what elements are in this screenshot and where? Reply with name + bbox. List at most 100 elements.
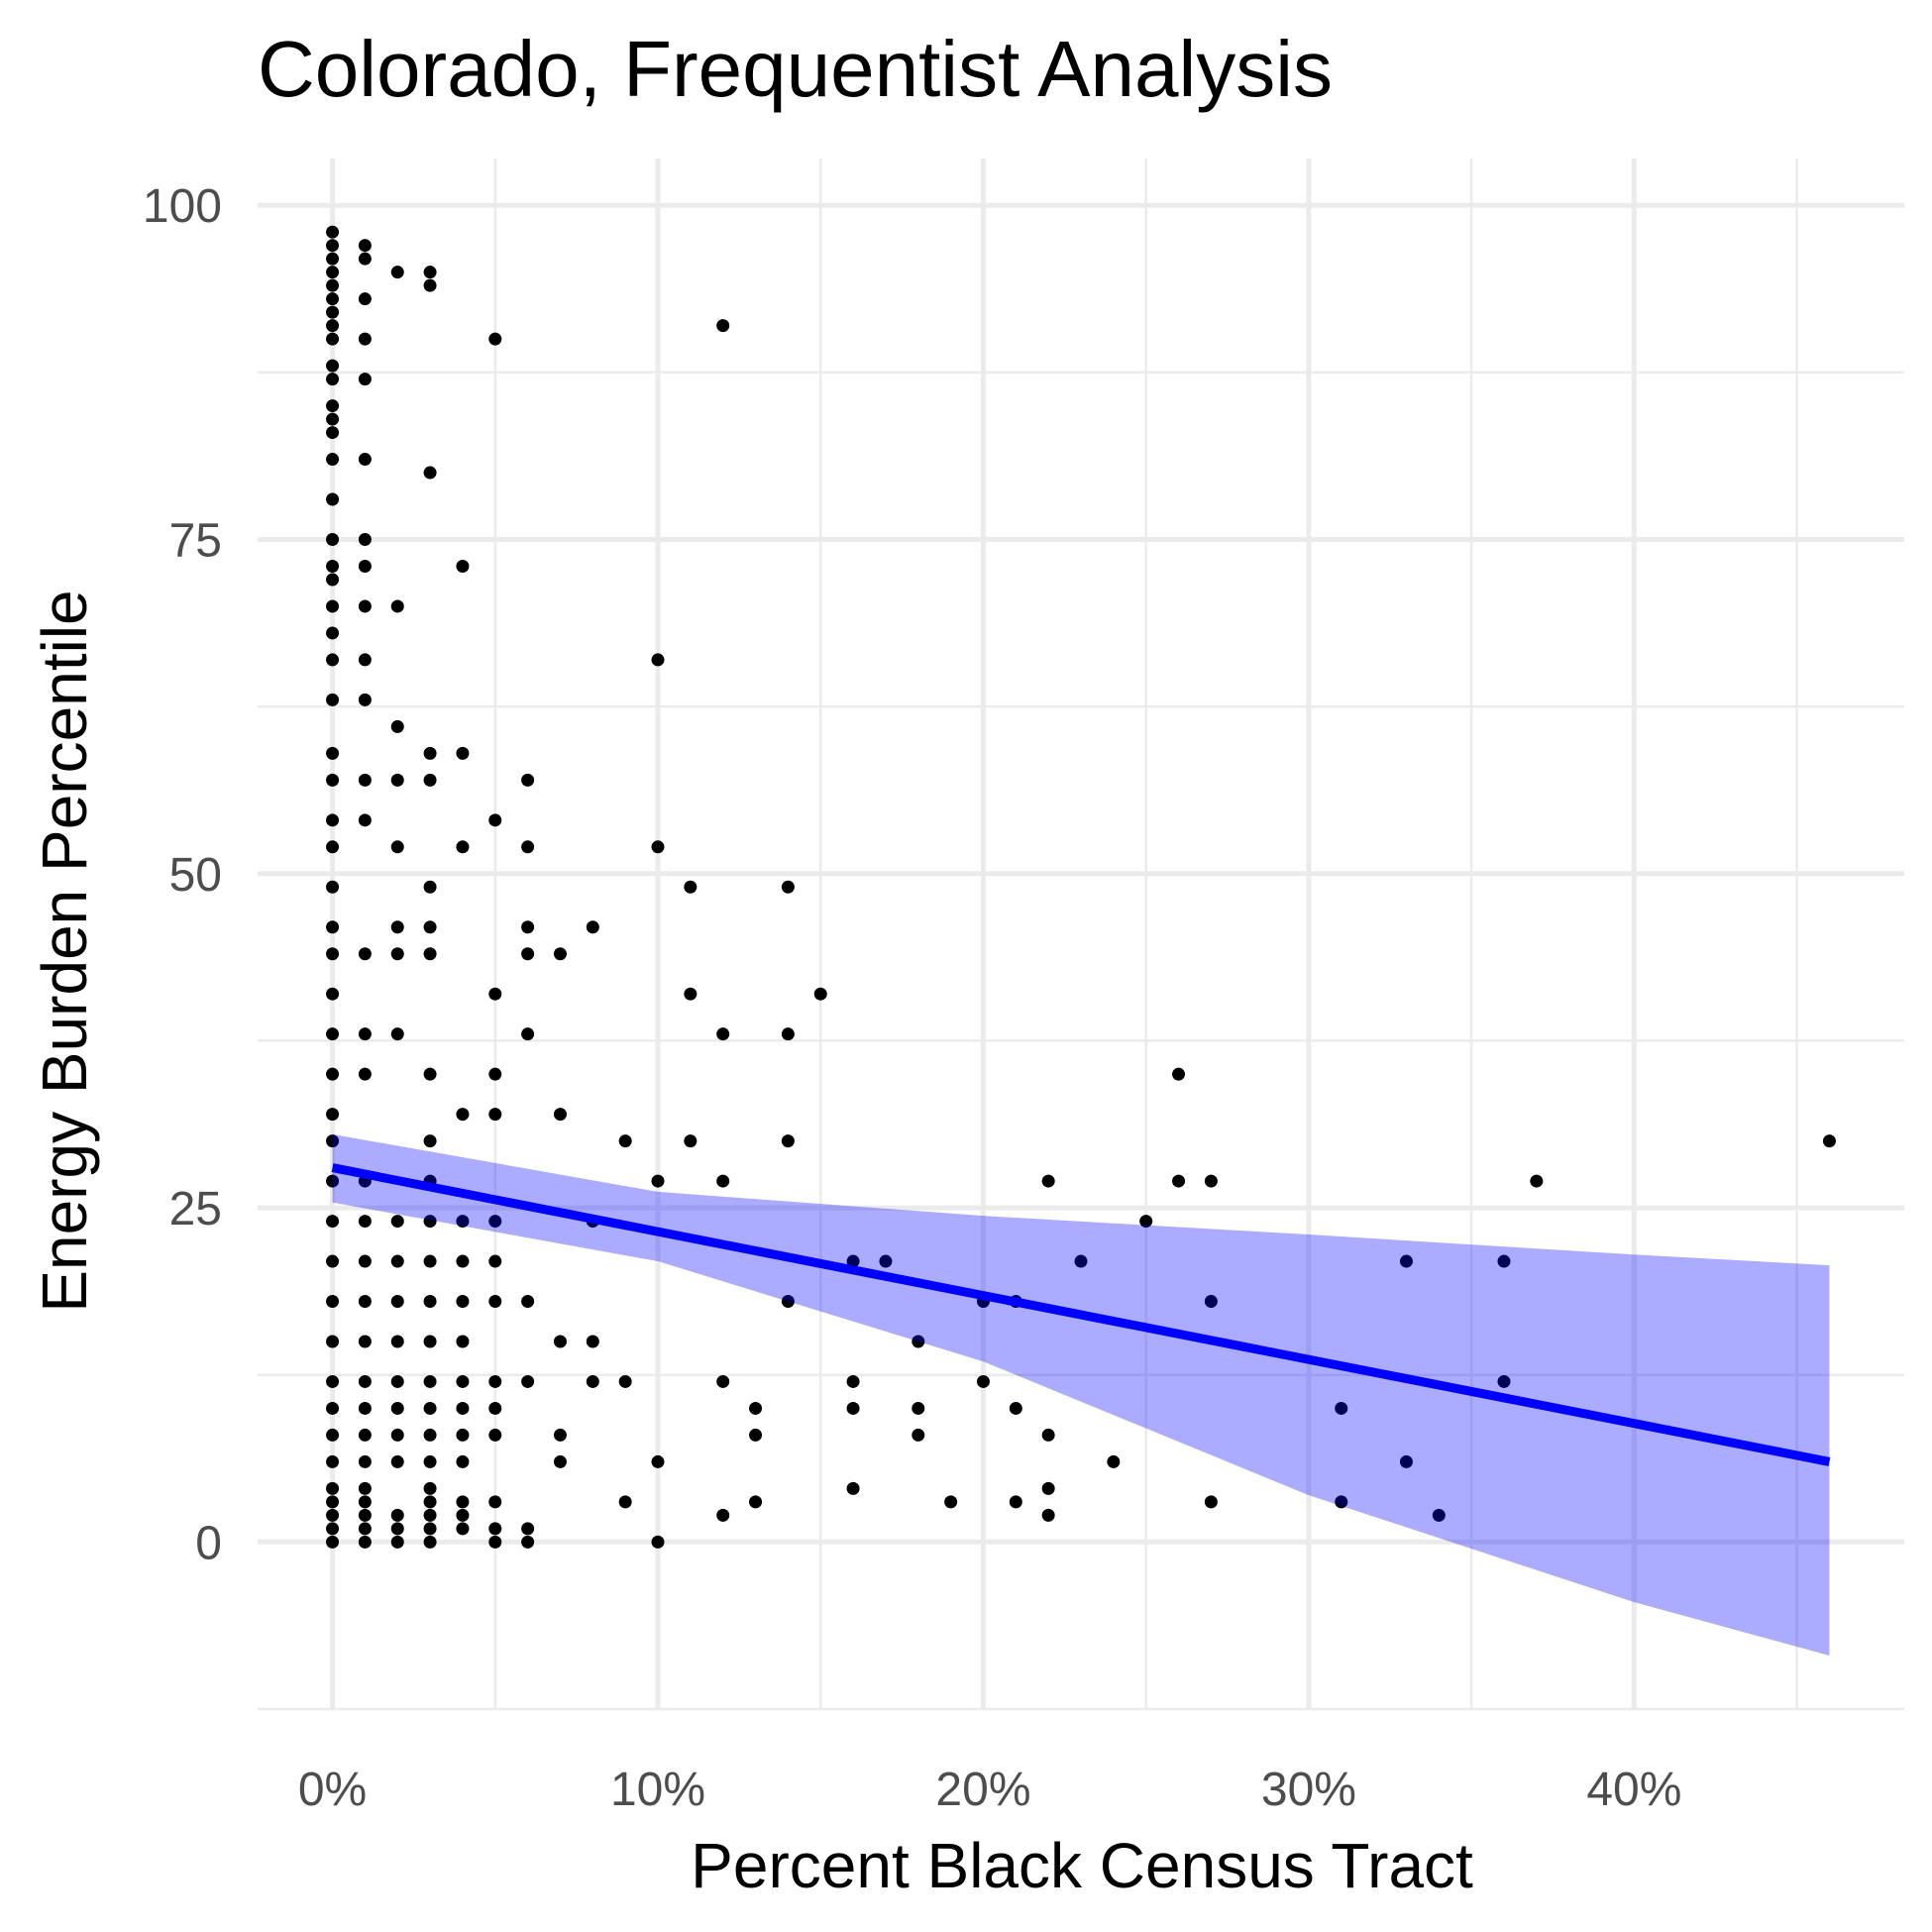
data-point bbox=[423, 1495, 437, 1509]
data-point bbox=[326, 426, 340, 440]
data-point bbox=[390, 599, 404, 613]
data-point bbox=[488, 1067, 502, 1081]
data-point bbox=[1530, 1174, 1544, 1188]
y-tick-label: 0 bbox=[195, 1517, 222, 1569]
data-point bbox=[390, 1401, 404, 1415]
data-point bbox=[716, 1374, 730, 1388]
data-point bbox=[358, 559, 372, 573]
data-point bbox=[326, 1454, 340, 1468]
data-point bbox=[358, 1067, 372, 1081]
data-points bbox=[326, 225, 1836, 1549]
data-point bbox=[1139, 1215, 1153, 1229]
x-axis-title: Percent Black Census Tract bbox=[691, 1830, 1473, 1901]
data-point bbox=[423, 278, 437, 292]
data-point bbox=[1204, 1495, 1218, 1509]
data-point bbox=[326, 266, 340, 279]
data-point bbox=[326, 319, 340, 333]
data-point bbox=[553, 947, 567, 961]
data-point bbox=[423, 1508, 437, 1522]
data-point bbox=[326, 332, 340, 346]
data-point bbox=[326, 840, 340, 854]
data-point bbox=[781, 1027, 795, 1041]
data-point bbox=[326, 359, 340, 373]
data-point bbox=[390, 1428, 404, 1442]
data-point bbox=[1172, 1067, 1186, 1081]
data-point bbox=[846, 1401, 860, 1415]
data-point bbox=[326, 653, 340, 667]
data-point bbox=[326, 987, 340, 1001]
data-point bbox=[326, 1495, 340, 1509]
data-point bbox=[326, 573, 340, 587]
data-point bbox=[358, 1215, 372, 1229]
data-point bbox=[521, 840, 535, 854]
data-point bbox=[586, 1335, 599, 1348]
data-point bbox=[358, 292, 372, 306]
y-tick-label: 25 bbox=[169, 1183, 222, 1235]
data-point bbox=[423, 266, 437, 279]
data-point bbox=[390, 840, 404, 854]
data-point bbox=[456, 559, 470, 573]
data-point bbox=[423, 1454, 437, 1468]
data-point bbox=[1399, 1254, 1413, 1268]
data-point bbox=[521, 1027, 535, 1041]
data-point bbox=[618, 1374, 632, 1388]
data-point bbox=[390, 947, 404, 961]
data-point bbox=[716, 1174, 730, 1188]
data-point bbox=[521, 920, 535, 934]
data-point bbox=[326, 278, 340, 292]
data-point bbox=[326, 1108, 340, 1122]
minor-gridlines bbox=[258, 159, 1904, 1711]
data-point bbox=[358, 947, 372, 961]
data-point bbox=[1172, 1174, 1186, 1188]
data-point bbox=[326, 559, 340, 573]
data-point bbox=[456, 1374, 470, 1388]
data-point bbox=[326, 533, 340, 547]
data-point bbox=[488, 1108, 502, 1122]
data-point bbox=[326, 1134, 340, 1148]
data-point bbox=[326, 1215, 340, 1229]
data-point bbox=[423, 1481, 437, 1495]
data-point bbox=[1041, 1508, 1055, 1522]
data-point bbox=[358, 533, 372, 547]
data-point bbox=[456, 1401, 470, 1415]
data-point bbox=[390, 1254, 404, 1268]
data-point bbox=[358, 1481, 372, 1495]
data-point bbox=[716, 1508, 730, 1522]
data-point bbox=[423, 1335, 437, 1348]
data-point bbox=[326, 399, 340, 413]
data-point bbox=[358, 332, 372, 346]
data-point bbox=[456, 1215, 470, 1229]
data-point bbox=[488, 1401, 502, 1415]
data-point bbox=[423, 773, 437, 787]
data-point bbox=[488, 1535, 502, 1549]
data-point bbox=[326, 412, 340, 426]
data-point bbox=[390, 920, 404, 934]
data-point bbox=[358, 1295, 372, 1309]
data-point bbox=[326, 599, 340, 613]
data-point bbox=[781, 880, 795, 894]
data-point bbox=[1399, 1454, 1413, 1468]
data-point bbox=[326, 947, 340, 961]
data-point bbox=[488, 1374, 502, 1388]
data-point bbox=[521, 1295, 535, 1309]
data-point bbox=[358, 252, 372, 266]
data-point bbox=[488, 987, 502, 1001]
data-point bbox=[781, 1295, 795, 1309]
data-point bbox=[390, 1027, 404, 1041]
data-point bbox=[488, 1522, 502, 1536]
data-point bbox=[651, 1174, 665, 1188]
data-point bbox=[390, 1508, 404, 1522]
data-point bbox=[1497, 1374, 1511, 1388]
data-point bbox=[358, 653, 372, 667]
data-point bbox=[326, 1535, 340, 1549]
data-point bbox=[488, 332, 502, 346]
data-point bbox=[358, 1335, 372, 1348]
data-point bbox=[618, 1495, 632, 1509]
data-point bbox=[358, 1254, 372, 1268]
data-point bbox=[1041, 1481, 1055, 1495]
data-point bbox=[358, 813, 372, 827]
data-point bbox=[1204, 1295, 1218, 1309]
data-point bbox=[390, 773, 404, 787]
data-point bbox=[912, 1428, 925, 1442]
data-point bbox=[488, 1428, 502, 1442]
